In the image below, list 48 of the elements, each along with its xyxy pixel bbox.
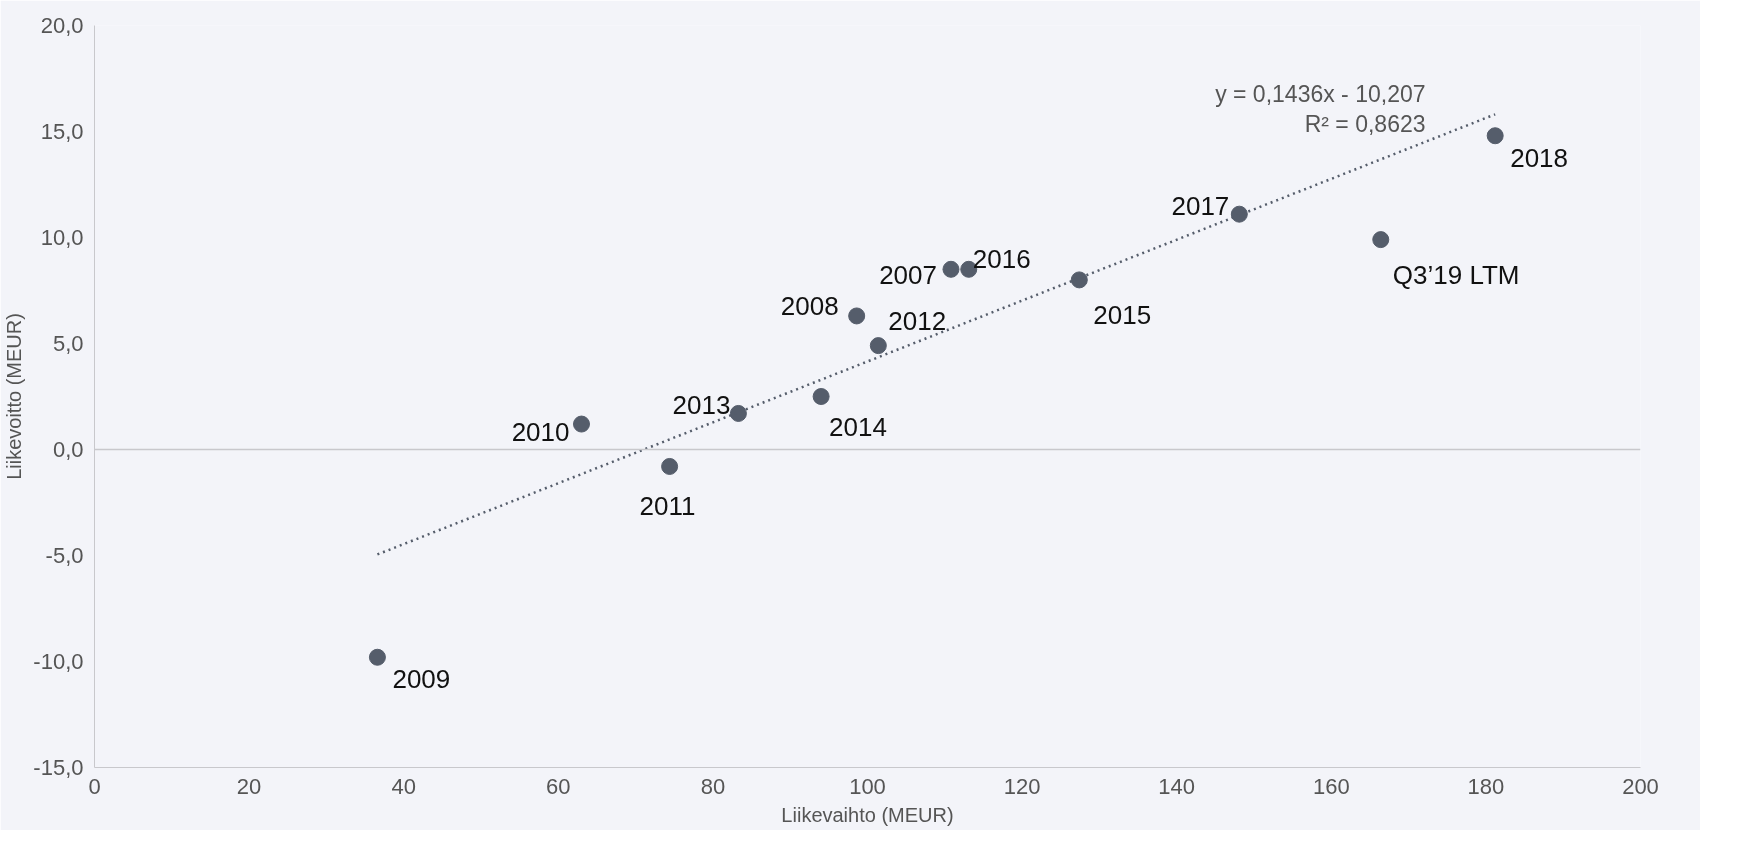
x-tick-label: 60 xyxy=(546,773,571,799)
y-tick-label: -5,0 xyxy=(45,543,84,568)
annotation: 2012 xyxy=(888,305,947,336)
annotation: 2010 xyxy=(511,417,570,448)
point xyxy=(1486,127,1504,145)
annotation: R² = 0,8623 xyxy=(1304,110,1426,137)
annotation: 2016 xyxy=(972,244,1031,275)
annotation: 2014 xyxy=(829,411,887,442)
annotation: 2015 xyxy=(1093,299,1152,330)
point xyxy=(942,260,960,278)
y-tick-label: 10,0 xyxy=(40,225,84,250)
point xyxy=(1230,205,1248,223)
point xyxy=(368,648,386,666)
y-axis-title: Liikevoitto (MEUR) xyxy=(3,313,26,480)
point xyxy=(661,457,679,475)
point xyxy=(572,415,590,433)
annotation: 2011 xyxy=(639,491,696,522)
x-tick-label: 40 xyxy=(391,773,416,799)
x-tick-label: 180 xyxy=(1467,773,1505,799)
point xyxy=(729,404,747,422)
x-tick-label: 0 xyxy=(88,773,101,799)
annotation: 2013 xyxy=(672,390,731,421)
point xyxy=(812,388,830,405)
y-tick-label: 20,0 xyxy=(40,13,84,38)
point xyxy=(1070,271,1088,289)
x-tick-label: 20 xyxy=(236,773,262,799)
y-tick-label: -15,0 xyxy=(33,755,84,780)
annotation: 2008 xyxy=(780,290,839,321)
x-tick-label: 160 xyxy=(1312,773,1350,799)
annotation: y = 0,1436x - 10,207 xyxy=(1215,80,1426,107)
point xyxy=(848,307,866,325)
x-tick-label: 140 xyxy=(1158,773,1196,799)
x-tick-label: 100 xyxy=(849,773,886,799)
point xyxy=(869,337,887,355)
x-tick-label: 200 xyxy=(1622,773,1659,799)
y-tick-label: -10,0 xyxy=(33,649,84,674)
y-tick-label: 0,0 xyxy=(52,437,84,462)
point xyxy=(1372,231,1390,249)
y-tick-label: 15,0 xyxy=(40,119,84,144)
annotation: Q3’19 LTM xyxy=(1392,259,1520,290)
x-tick-label: 80 xyxy=(700,773,726,799)
annotation: 2009 xyxy=(392,664,451,695)
annotation: 2007 xyxy=(879,260,937,291)
y-tick-label: 5,0 xyxy=(52,331,84,356)
annotation: 2017 xyxy=(1171,191,1230,222)
x-axis-title: Liikevaihto (MEUR) xyxy=(781,803,954,826)
x-tick-label: 120 xyxy=(1003,773,1041,799)
annotation: 2018 xyxy=(1510,142,1569,173)
